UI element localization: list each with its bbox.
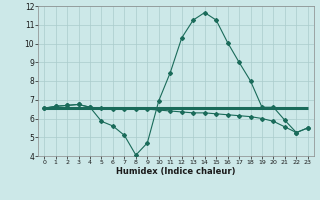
- X-axis label: Humidex (Indice chaleur): Humidex (Indice chaleur): [116, 167, 236, 176]
